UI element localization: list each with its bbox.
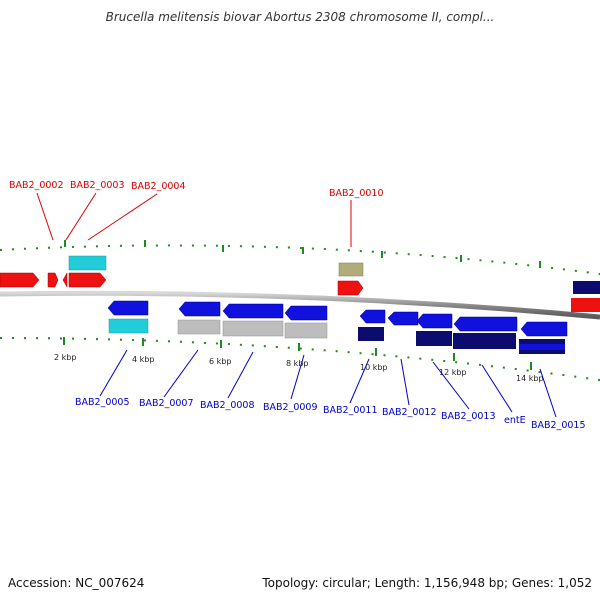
gene-feature-ente[interactable] (453, 316, 518, 332)
gene-feature-bab2-0009[interactable] (284, 305, 328, 321)
gene-feature-bab2-0012[interactable] (387, 311, 419, 326)
gene-feature-navy-1[interactable] (416, 331, 452, 346)
gene-feature-bab2-0003[interactable] (62, 272, 68, 288)
gene-label-bab2-0011[interactable]: BAB2_0011 (323, 405, 378, 416)
map-title: Brucella melitensis biovar Abortus 2308 … (105, 10, 495, 24)
accession-text: Accession: NC_007624 (8, 576, 145, 590)
gene-feature-gray-2[interactable] (222, 320, 284, 337)
gene-label-ente[interactable]: entE (504, 415, 526, 426)
gene-label-bab2-0009[interactable]: BAB2_0009 (263, 402, 318, 413)
gene-feature-gray-1[interactable] (177, 319, 221, 335)
forward-features (0, 255, 600, 312)
gene-feature-bab2-0010-olive[interactable] (338, 262, 364, 277)
gene-feature-blue-thin[interactable] (519, 344, 565, 350)
bottom-gene-labels: BAB2_0005 BAB2_0007 BAB2_0008 BAB2_0009 … (75, 397, 586, 431)
gene-label-bab2-0013[interactable]: BAB2_0013 (441, 411, 496, 422)
gene-feature-bab2-0011[interactable] (359, 309, 386, 324)
tick-label: 8 kbp (286, 359, 308, 368)
gene-label-bab2-0007[interactable]: BAB2_0007 (139, 398, 194, 409)
genome-backbone (0, 290, 600, 320)
gene-feature-bab2-0013[interactable] (416, 313, 453, 329)
bottom-leader-lines (99, 349, 557, 418)
gene-feature-cyan-top[interactable] (68, 255, 107, 271)
gene-feature-bab2-0007[interactable] (178, 301, 221, 317)
gene-label-bab2-0010[interactable]: BAB2_0010 (329, 188, 384, 199)
gene-label-bab2-0003[interactable]: BAB2_0003 (70, 180, 125, 191)
top-leader-lines (36, 192, 352, 247)
genome-summary: Topology: circular; Length: 1,156,948 bp… (262, 576, 592, 590)
gene-feature-bab2-0005[interactable] (107, 300, 149, 316)
tick-label: 4 kbp (132, 355, 154, 364)
tick-label: 6 kbp (209, 357, 231, 366)
gene-feature-bab2-0011-navy[interactable] (358, 327, 384, 341)
tick-label: 14 kbp (516, 374, 544, 383)
gene-label-bab2-0005[interactable]: BAB2_0005 (75, 397, 130, 408)
tick-label: 12 kbp (439, 368, 467, 377)
gene-label-bab2-0004[interactable]: BAB2_0004 (131, 181, 186, 192)
gene-feature-red-right[interactable] (571, 298, 600, 312)
ruler-outer (0, 244, 600, 275)
gene-feature-bab2-0010[interactable] (337, 280, 364, 296)
gene-feature[interactable] (0, 272, 40, 288)
ruler-tick-labels: 2 kbp 4 kbp 6 kbp 8 kbp 10 kbp 12 kbp 14… (54, 353, 544, 383)
top-gene-labels: BAB2_0002 BAB2_0003 BAB2_0004 BAB2_0010 (9, 180, 384, 199)
gene-feature-bab2-0008[interactable] (222, 303, 284, 319)
gene-feature-bab2-0005-cyan[interactable] (108, 318, 149, 334)
gene-label-bab2-0012[interactable]: BAB2_0012 (382, 407, 437, 418)
outer-major-ticks (64, 240, 541, 268)
gene-feature-gray-3[interactable] (284, 322, 328, 339)
gene-feature-bab2-0002[interactable] (47, 272, 59, 288)
tick-label: 2 kbp (54, 353, 76, 362)
inner-major-ticks (63, 337, 532, 370)
tick-label: 10 kbp (360, 363, 388, 372)
reverse-features (107, 300, 568, 354)
gene-label-bab2-0015[interactable]: BAB2_0015 (531, 420, 586, 431)
gene-feature-bab2-0015[interactable] (520, 321, 568, 337)
gene-feature-navy-right[interactable] (573, 281, 600, 294)
gene-label-bab2-0002[interactable]: BAB2_0002 (9, 180, 64, 191)
gene-feature-navy-2[interactable] (453, 333, 516, 349)
gene-label-bab2-0008[interactable]: BAB2_0008 (200, 400, 255, 411)
gene-feature-bab2-0004[interactable] (68, 272, 107, 288)
